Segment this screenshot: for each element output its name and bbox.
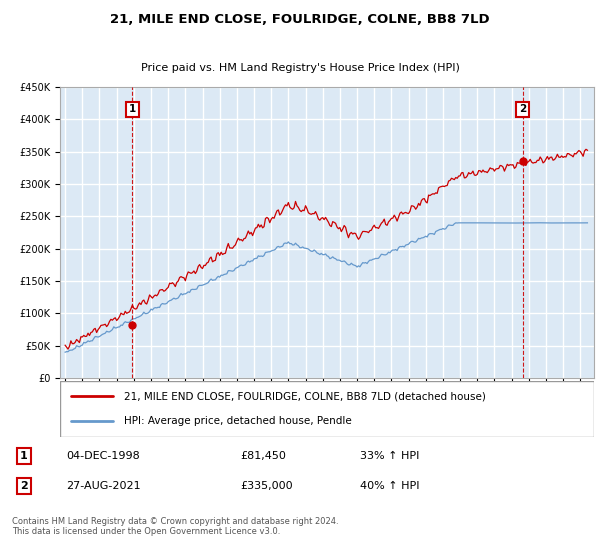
Text: 1: 1 — [129, 105, 136, 114]
Text: 21, MILE END CLOSE, FOULRIDGE, COLNE, BB8 7LD (detached house): 21, MILE END CLOSE, FOULRIDGE, COLNE, BB… — [124, 391, 486, 402]
FancyBboxPatch shape — [60, 381, 594, 437]
Text: 33% ↑ HPI: 33% ↑ HPI — [360, 451, 419, 461]
Text: 04-DEC-1998: 04-DEC-1998 — [66, 451, 140, 461]
Text: £81,450: £81,450 — [240, 451, 286, 461]
Text: 40% ↑ HPI: 40% ↑ HPI — [360, 481, 419, 491]
Text: 27-AUG-2021: 27-AUG-2021 — [66, 481, 140, 491]
Text: 21, MILE END CLOSE, FOULRIDGE, COLNE, BB8 7LD: 21, MILE END CLOSE, FOULRIDGE, COLNE, BB… — [110, 12, 490, 26]
Text: 2: 2 — [519, 105, 526, 114]
Text: HPI: Average price, detached house, Pendle: HPI: Average price, detached house, Pend… — [124, 416, 352, 426]
Text: Contains HM Land Registry data © Crown copyright and database right 2024.
This d: Contains HM Land Registry data © Crown c… — [12, 517, 338, 536]
Text: 1: 1 — [20, 451, 28, 461]
Text: Price paid vs. HM Land Registry's House Price Index (HPI): Price paid vs. HM Land Registry's House … — [140, 63, 460, 73]
Text: £335,000: £335,000 — [240, 481, 293, 491]
Text: 2: 2 — [20, 481, 28, 491]
